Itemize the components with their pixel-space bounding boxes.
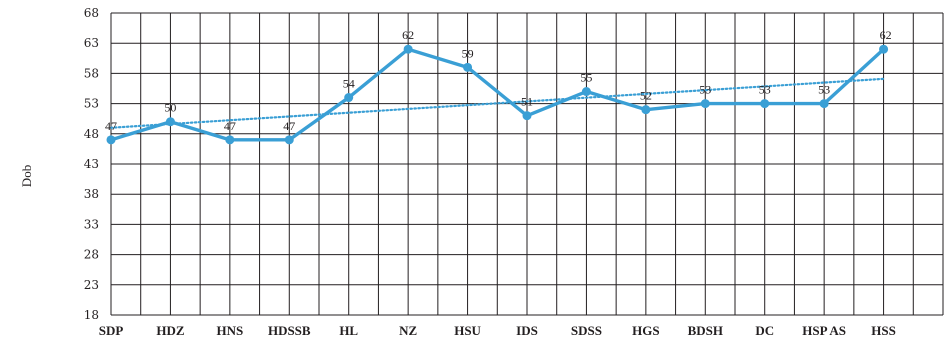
data-point <box>819 99 829 109</box>
x-tick-label: HSS <box>871 323 896 338</box>
data-point <box>879 44 889 54</box>
y-tick-label: 33 <box>84 217 99 231</box>
data-point <box>463 62 473 72</box>
data-label: 53 <box>818 83 830 97</box>
data-point <box>641 105 651 115</box>
y-tick-label: 58 <box>84 66 99 80</box>
y-tick-label: 68 <box>84 6 99 20</box>
x-tick-label: HL <box>339 323 358 338</box>
y-tick-label: 43 <box>84 157 99 171</box>
data-label: 51 <box>521 95 533 109</box>
x-tick-label: DC <box>755 323 774 338</box>
data-point <box>106 135 116 145</box>
y-axis-ticks: 18 23 28 33 38 43 48 53 58 63 68 <box>84 6 99 322</box>
x-tick-label: SDSS <box>571 323 602 338</box>
data-label: 53 <box>759 83 771 97</box>
x-tick-label: IDS <box>516 323 538 338</box>
y-tick-label: 63 <box>84 36 99 50</box>
chart-grid <box>110 12 944 316</box>
x-tick-label: HDSSB <box>268 323 311 338</box>
data-label: 55 <box>580 71 592 85</box>
y-tick-label: 48 <box>84 127 99 141</box>
data-point <box>403 44 413 54</box>
data-label: 54 <box>343 77 355 91</box>
x-tick-label: HSP AS <box>802 323 846 338</box>
series-line <box>110 47 885 142</box>
y-tick-label: 53 <box>84 97 99 111</box>
x-tick-label: HGS <box>632 323 659 338</box>
x-tick-label: HNS <box>216 323 243 338</box>
y-axis-label: Dob <box>19 165 34 187</box>
x-tick-label: HSU <box>454 323 481 338</box>
data-point <box>760 99 770 109</box>
data-label: 59 <box>462 46 474 60</box>
x-tick-label: NZ <box>399 323 417 338</box>
data-label: 53 <box>699 83 711 97</box>
data-label: 62 <box>402 28 414 42</box>
x-tick-label: HDZ <box>156 323 185 338</box>
y-tick-label: 28 <box>84 248 99 262</box>
y-tick-label: 18 <box>84 308 99 322</box>
data-labels: 47 50 47 47 54 62 59 51 55 52 53 53 53 62 <box>105 28 892 133</box>
data-point <box>225 135 235 145</box>
data-point <box>344 93 354 103</box>
y-tick-label: 38 <box>84 187 99 201</box>
data-label: 47 <box>105 119 117 133</box>
x-axis-ticks: SDP HDZ HNS HDSSB HL NZ HSU IDS SDSS HGS BDSH DC HSP… <box>99 323 896 338</box>
data-label: 47 <box>283 119 295 133</box>
x-tick-label: BDSH <box>688 323 723 338</box>
chart-series <box>106 44 889 145</box>
data-point <box>581 87 591 97</box>
data-point <box>700 99 710 109</box>
data-label: 62 <box>880 28 892 42</box>
data-point <box>284 135 294 145</box>
trend-line <box>109 77 885 129</box>
data-label: 50 <box>164 101 176 115</box>
y-tick-label: 23 <box>84 278 99 292</box>
x-tick-label: SDP <box>99 323 124 338</box>
data-point <box>522 111 532 121</box>
data-label: 47 <box>224 119 236 133</box>
data-label: 52 <box>640 89 652 103</box>
